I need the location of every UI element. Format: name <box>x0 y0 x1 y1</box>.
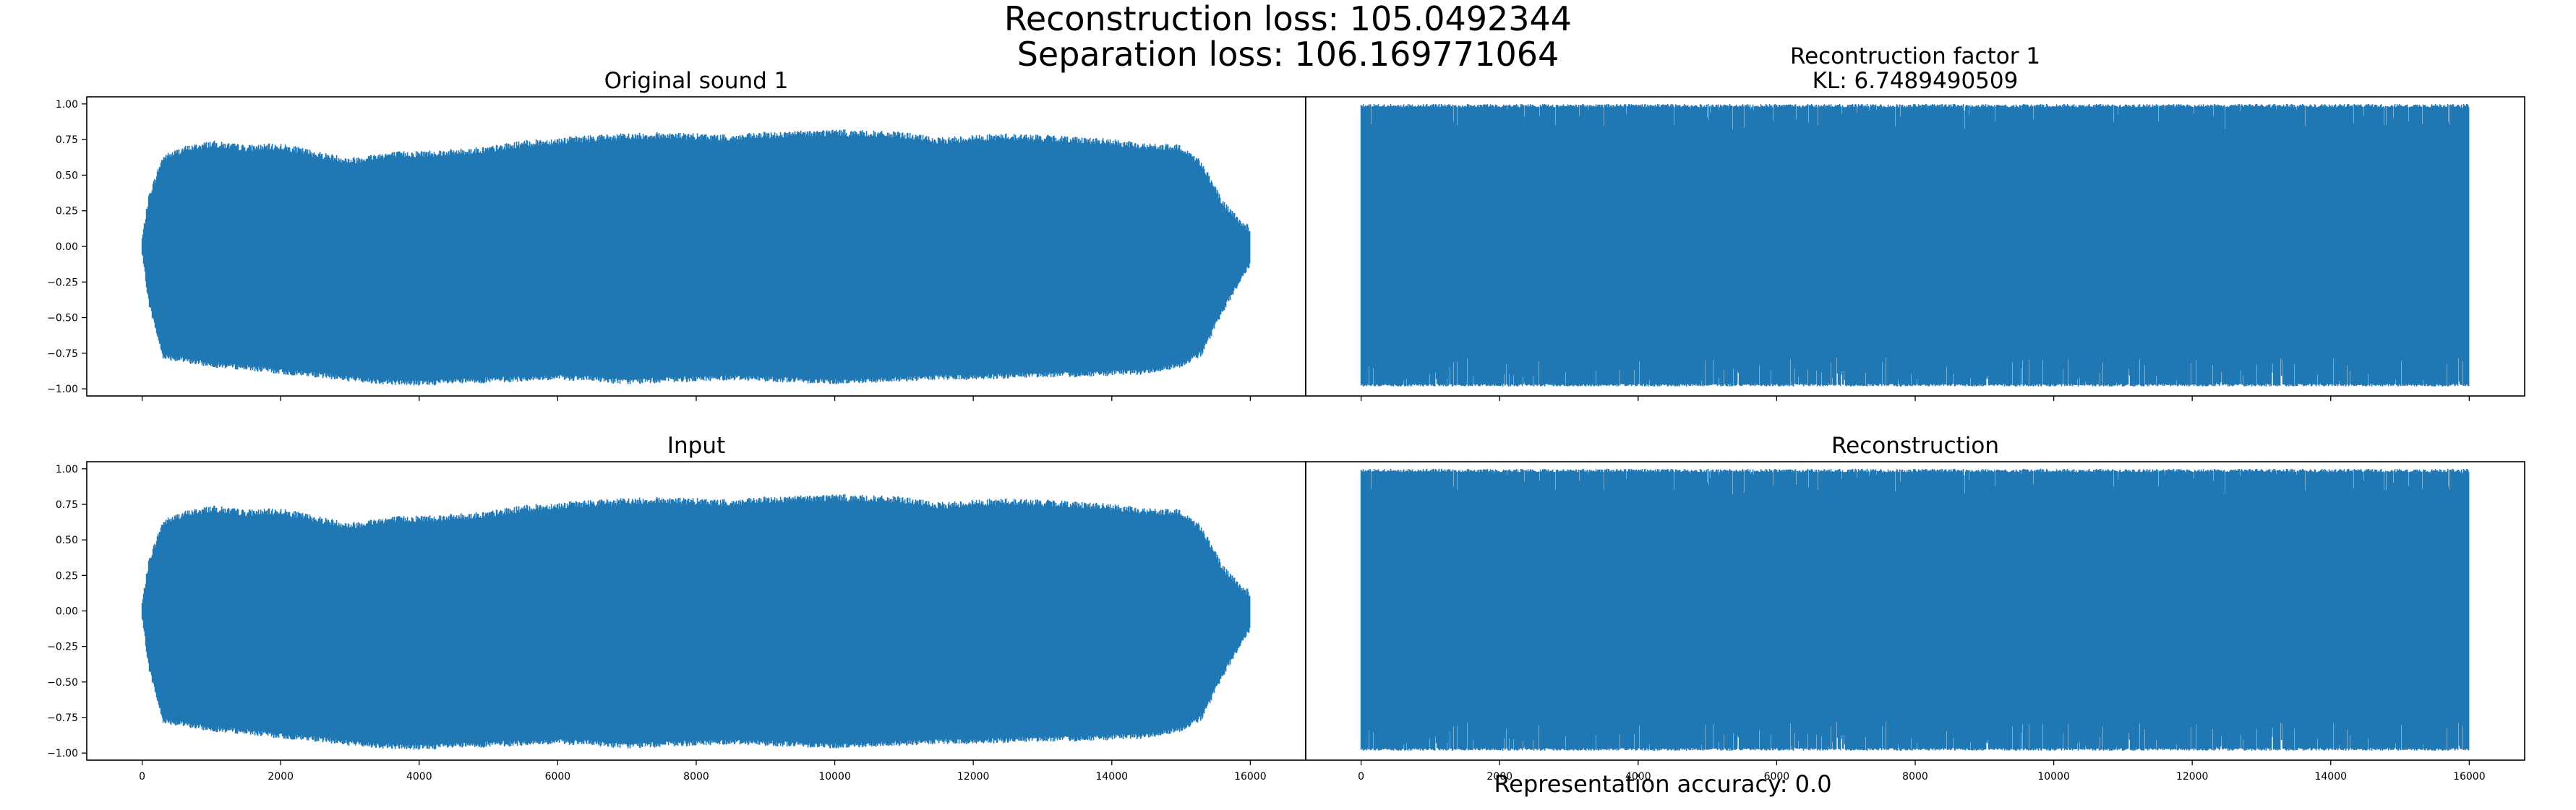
xtick-label-reconstruction: 12000 <box>2176 771 2209 783</box>
ytick-label-input: −0.50 <box>47 677 78 689</box>
xtick-label-input: 4000 <box>406 771 432 783</box>
axes-subtitle-recon_factor: KL: 6.7489490509 <box>1813 68 2019 94</box>
figure-suptitle-line1: Reconstruction loss: 105.0492344 <box>1004 0 1572 38</box>
ytick-label-original: 0.75 <box>56 134 78 146</box>
xtick-label-reconstruction: 6000 <box>1764 771 1790 783</box>
xtick-label-reconstruction: 2000 <box>1486 771 1512 783</box>
ytick-label-original: −1.00 <box>47 384 78 395</box>
xtick-label-input: 12000 <box>957 771 990 783</box>
representation-accuracy-label: Representation accuracy: 0.0 <box>1494 770 1832 798</box>
ytick-label-original: −0.50 <box>47 313 78 324</box>
axes-title-recon_factor: Recontruction factor 1 <box>1790 43 2040 69</box>
xtick-label-input: 0 <box>139 771 145 783</box>
ytick-label-original: 0.50 <box>56 170 78 181</box>
axes-title-input: Input <box>667 433 725 459</box>
xtick-label-reconstruction: 8000 <box>1902 771 1928 783</box>
axes-input: −1.00 −0.75 −0.50 −0.25 0.00 0.25 0.50 0.75 1.00… <box>47 433 1306 783</box>
ytick-label-input: 0.00 <box>56 606 78 618</box>
waveform-input <box>141 494 1251 750</box>
xtick-label-reconstruction: 4000 <box>1625 771 1651 783</box>
waveform-recon_factor <box>1360 103 2470 387</box>
axes-original: −1.00 −0.75 −0.50 −0.25 0.00 0.25 0.50 0.75 1.00… <box>47 68 1306 401</box>
ytick-label-input: −0.25 <box>47 642 78 653</box>
ytick-label-original: 1.00 <box>56 99 78 111</box>
xtick-label-reconstruction: 16000 <box>2453 771 2486 783</box>
axes-reconstruction: 0 2000 4000 6000 8000 10000 12000 14000 16000 Rec… <box>1305 433 2525 783</box>
xtick-label-input: 16000 <box>1234 771 1267 783</box>
xtick-label-reconstruction: 14000 <box>2314 771 2347 783</box>
ytick-label-input: −0.75 <box>47 712 78 724</box>
ytick-label-original: −0.75 <box>47 348 78 360</box>
ytick-label-original: 0.00 <box>56 241 78 253</box>
xtick-label-reconstruction: 0 <box>1358 771 1364 783</box>
xtick-label-input: 8000 <box>683 771 709 783</box>
ytick-label-input: 1.00 <box>56 464 78 475</box>
ytick-label-input: 0.50 <box>56 535 78 546</box>
waveform-reconstruction <box>1360 468 2470 751</box>
axes-recon_factor: Recontruction factor 1KL: 6.7489490509 <box>1305 43 2525 401</box>
ytick-label-input: −1.00 <box>47 748 78 759</box>
ytick-label-input: 0.25 <box>56 570 78 582</box>
ytick-label-original: 0.25 <box>56 206 78 217</box>
xtick-label-input: 14000 <box>1095 771 1128 783</box>
xtick-label-input: 6000 <box>545 771 571 783</box>
waveform-original <box>141 129 1251 386</box>
ytick-label-original: −0.25 <box>47 277 78 288</box>
xtick-label-reconstruction: 10000 <box>2037 771 2070 783</box>
ytick-label-input: 0.75 <box>56 499 78 511</box>
axes-title-original: Original sound 1 <box>604 68 789 94</box>
figure-suptitle-line2: Separation loss: 106.169771064 <box>1017 35 1559 74</box>
xtick-label-input: 2000 <box>268 771 294 783</box>
xtick-label-input: 10000 <box>818 771 851 783</box>
axes-title-reconstruction: Reconstruction <box>1831 433 1999 459</box>
